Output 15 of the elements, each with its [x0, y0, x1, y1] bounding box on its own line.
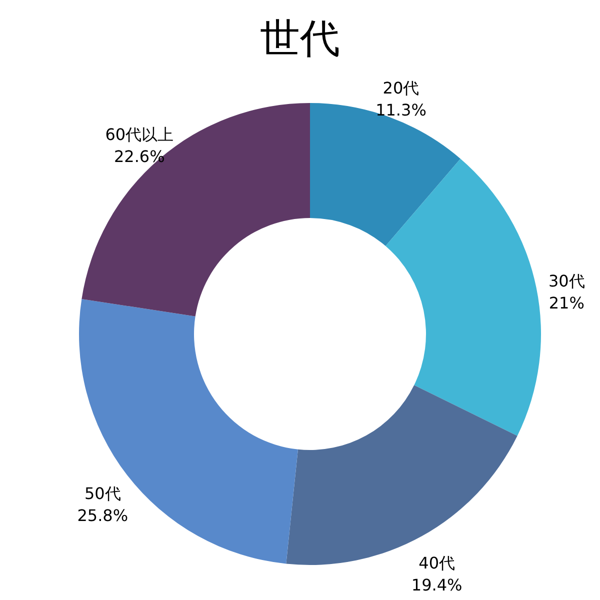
- slice-label: 40代: [418, 553, 456, 572]
- data-label: 21%: [548, 293, 584, 312]
- data-label: 25.8%: [77, 506, 128, 526]
- slice-label: 30代: [548, 271, 585, 290]
- donut-slice: [82, 103, 310, 316]
- donut-slice: [386, 158, 541, 436]
- slice-label: 20代: [382, 78, 420, 98]
- data-label: 22.6%: [114, 147, 165, 166]
- donut-slice: [79, 298, 298, 564]
- data-label: 19.4%: [411, 575, 462, 594]
- chart-title: 世代: [260, 16, 340, 62]
- slice-label: 60代以上: [105, 125, 174, 144]
- slice-label: 50代: [84, 484, 121, 504]
- donut-slice: [310, 103, 460, 246]
- data-label: 11.3%: [376, 100, 426, 120]
